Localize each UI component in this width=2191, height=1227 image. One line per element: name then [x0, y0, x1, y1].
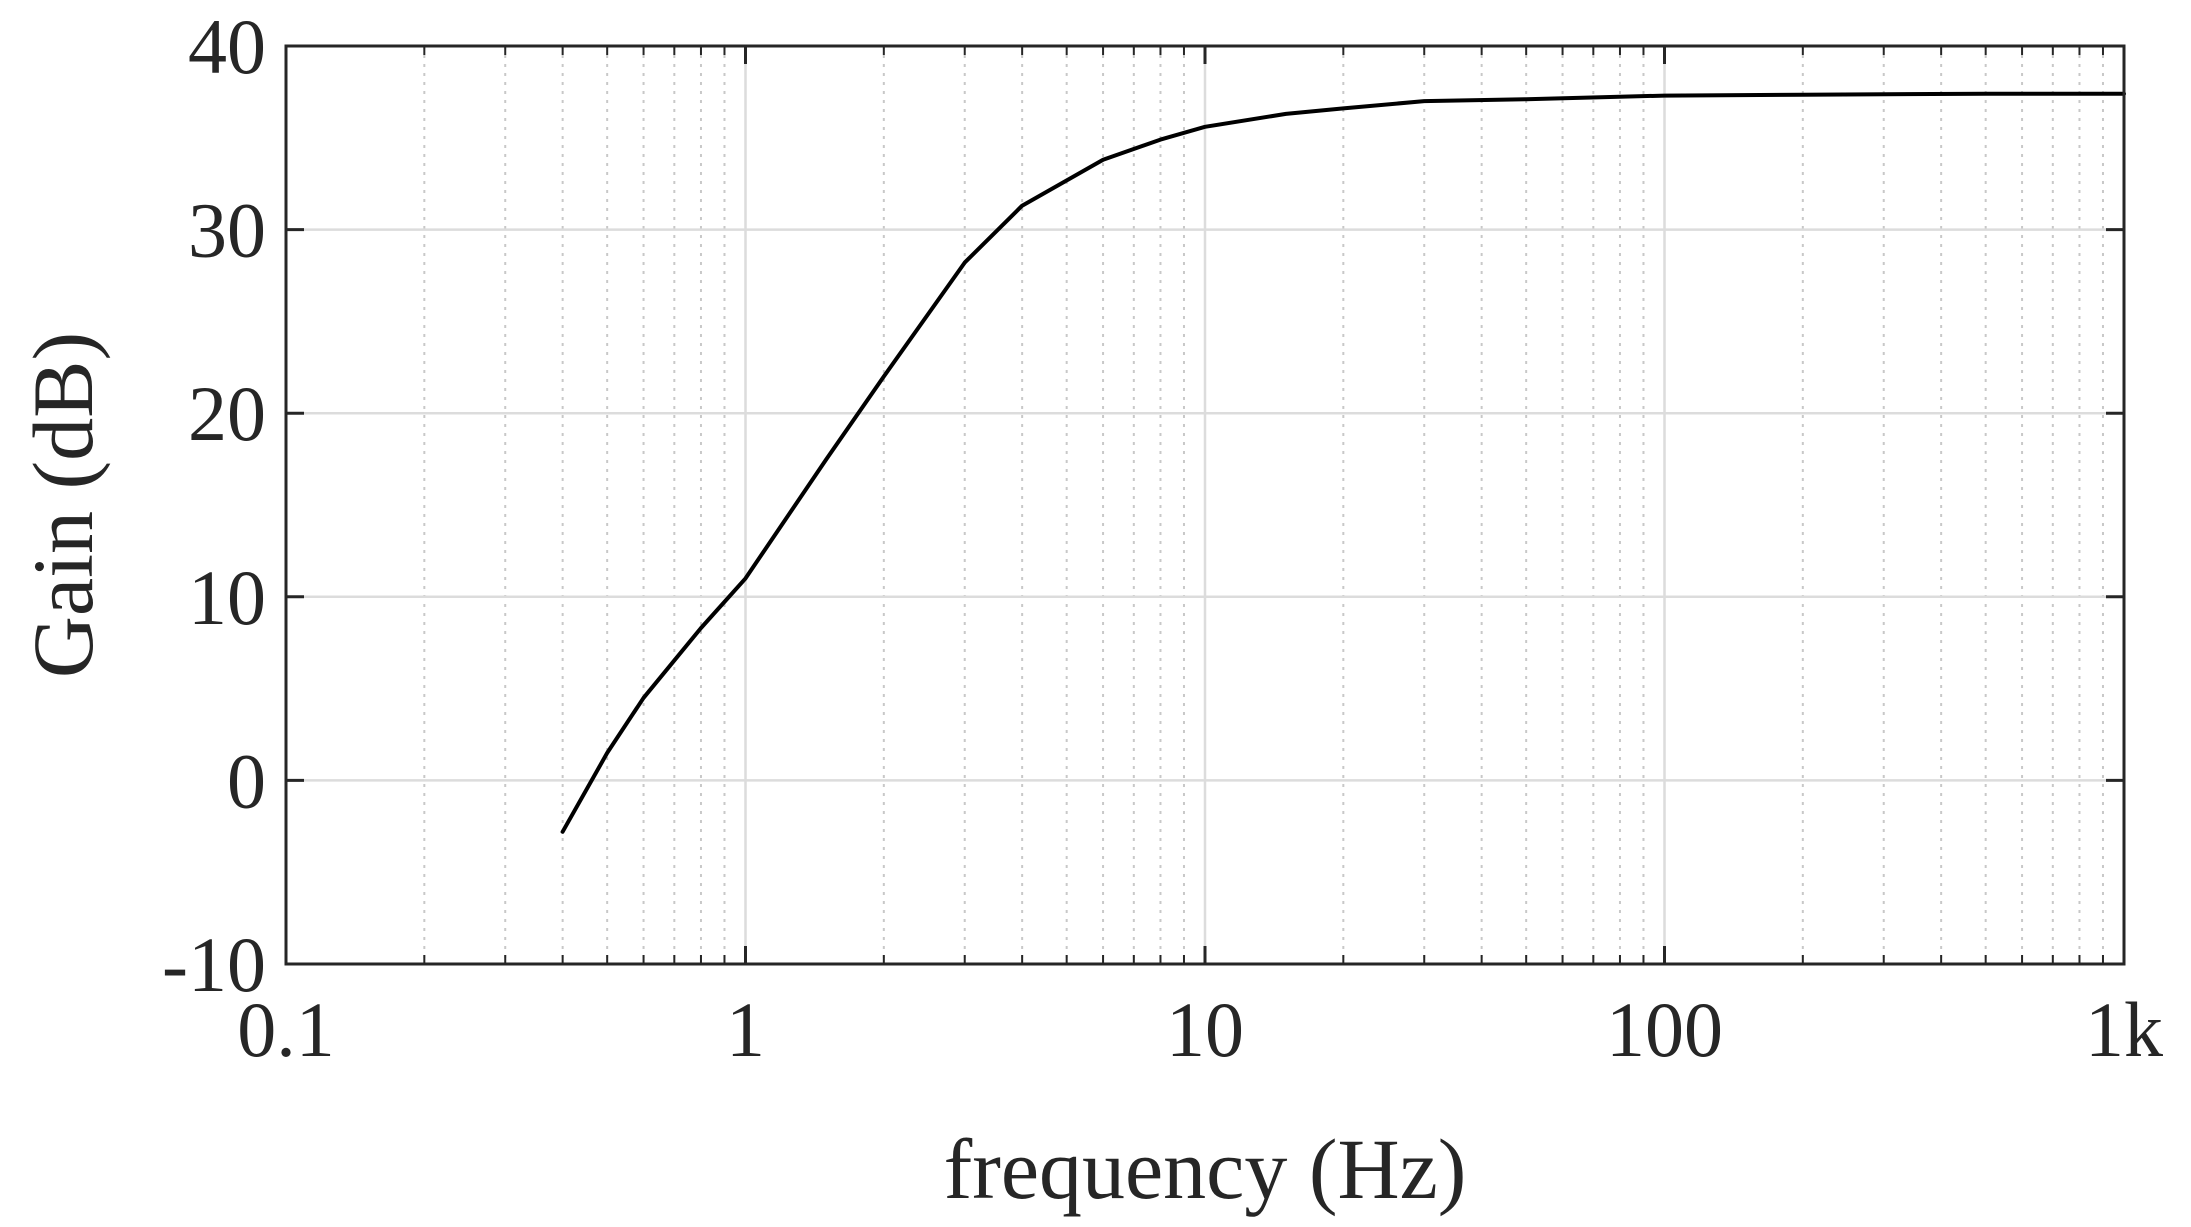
y-tick-label: 10	[188, 554, 266, 641]
y-axis-label: Gain (dB)	[15, 332, 111, 678]
y-tick-label: 40	[188, 3, 266, 90]
y-tick-label: 30	[188, 187, 266, 274]
y-tick-label: -10	[162, 921, 266, 1008]
gain-curve-line	[560, 91, 2126, 834]
x-tick-labels: 0.1 1 10 100 1k	[237, 986, 2163, 1073]
y-tick-labels: -10 0 10 20 30 40	[162, 3, 266, 1008]
x-tick-label: 0.1	[237, 986, 335, 1073]
series-layer	[560, 91, 2126, 834]
x-tick-label: 10	[1166, 986, 1244, 1073]
x-axis-label: frequency (Hz)	[944, 1121, 1467, 1217]
tick-marks	[284, 44, 2126, 966]
x-tick-label: 100	[1606, 986, 1723, 1073]
y-tick-label: 20	[188, 370, 266, 457]
x-tick-label: 1	[726, 986, 765, 1073]
x-tick-label: 1k	[2085, 986, 2163, 1073]
y-tick-label: 0	[227, 737, 266, 824]
minor-grid	[423, 46, 2104, 964]
